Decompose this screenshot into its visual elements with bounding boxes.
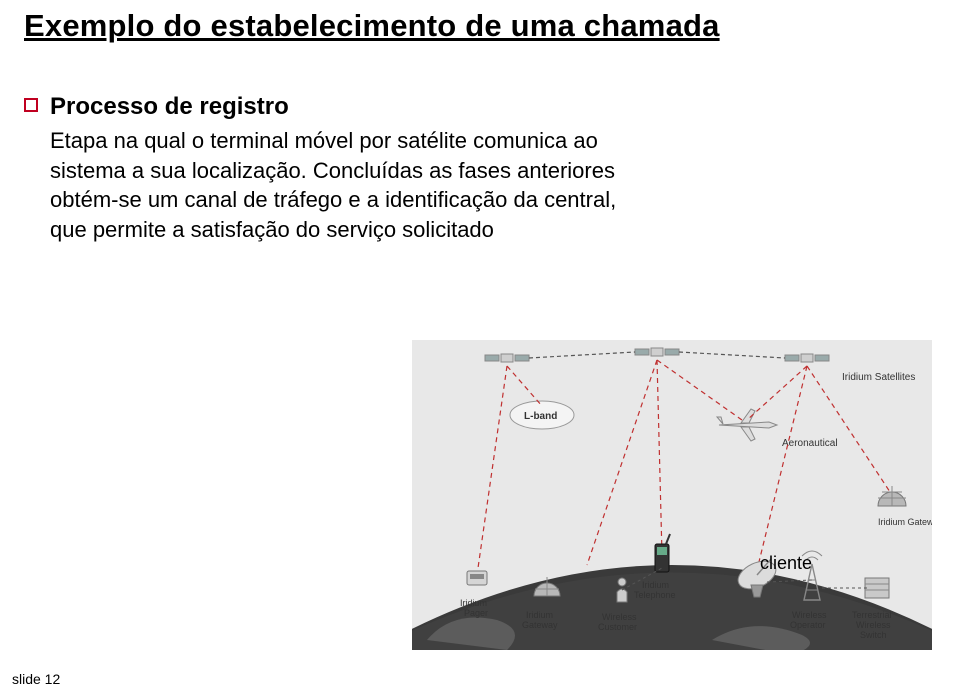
label-wireless-customer: WirelessCustomer <box>598 612 637 632</box>
slide: Exemplo do estabelecimento de uma chamad… <box>0 0 960 695</box>
slide-number: slide 12 <box>12 671 60 687</box>
satellite-icon <box>485 354 529 362</box>
label-lband: L-band <box>524 411 557 422</box>
label-gateway-left: IridiumGateway <box>522 610 558 630</box>
switch-icon <box>865 578 889 598</box>
satellite-icon <box>635 348 679 356</box>
label-cliente: cliente <box>760 553 812 574</box>
bullet-body: Etapa na qual o terminal móvel por satél… <box>50 126 640 245</box>
figure-svg: Iridium Satellites L-band Aeronautical <box>412 340 932 650</box>
content-block: Processo de registro Etapa na qual o ter… <box>24 92 724 245</box>
bullet-marker-icon <box>24 98 38 112</box>
label-wireless-operator: WirelessOperator <box>790 610 827 630</box>
bullet-heading: Processo de registro <box>50 92 289 122</box>
label-satellites: Iridium Satellites <box>842 372 915 383</box>
label-aeronautical: Aeronautical <box>782 438 838 449</box>
slide-title: Exemplo do estabelecimento de uma chamad… <box>24 8 720 44</box>
satellite-icon <box>785 354 829 362</box>
label-gateway-right: Iridium Gateway <box>878 517 932 527</box>
satellite-network-figure: Iridium Satellites L-band Aeronautical <box>412 340 932 650</box>
bullet-row: Processo de registro <box>24 92 724 122</box>
pager-icon <box>467 571 487 585</box>
label-pager: IridiumPager <box>460 598 488 618</box>
